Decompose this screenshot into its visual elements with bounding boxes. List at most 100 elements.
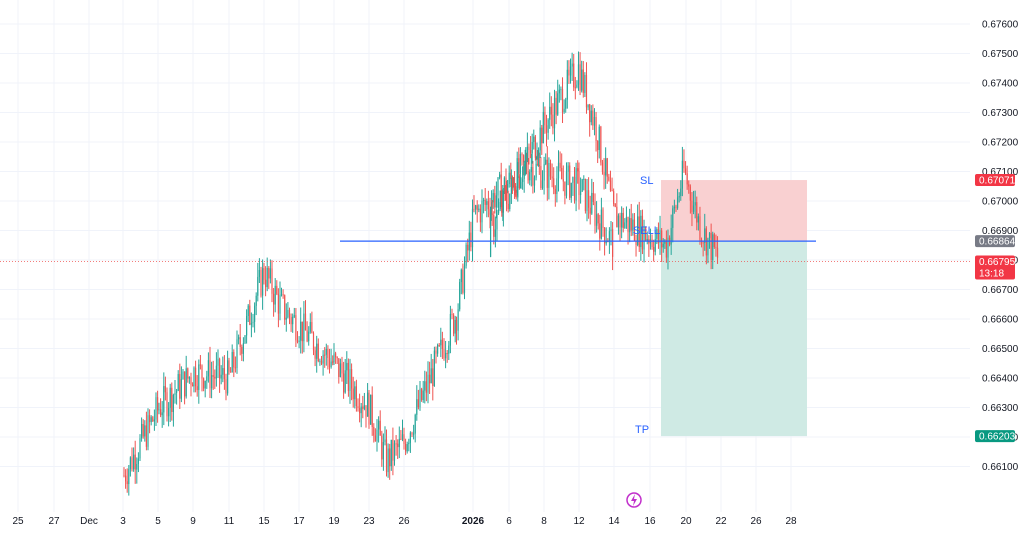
candle-body <box>497 209 500 214</box>
candle-body <box>462 269 464 293</box>
candle-body <box>536 155 538 158</box>
candle-body <box>501 202 503 213</box>
candle-body <box>584 75 586 93</box>
candle-body <box>598 126 600 151</box>
candle-body <box>387 448 389 473</box>
x-tick-label: 27 <box>48 516 60 527</box>
candle-body <box>432 368 434 387</box>
candle-body <box>603 171 605 176</box>
candle-body <box>500 174 502 207</box>
candle-body <box>290 317 292 325</box>
candle-body <box>158 409 160 411</box>
candle-body <box>277 293 279 314</box>
x-tick-label: 16 <box>644 516 656 527</box>
y-tick-label: 0.67000 <box>982 197 1019 208</box>
candle-body <box>576 84 578 88</box>
candle-body <box>483 199 485 201</box>
candle-body <box>233 352 235 368</box>
candle-body <box>287 309 289 318</box>
candle-body <box>198 364 200 391</box>
candle-body <box>219 358 221 379</box>
candle-body <box>627 216 629 233</box>
candle-body <box>676 197 679 208</box>
candle-body <box>187 368 189 379</box>
candle-body <box>499 174 501 178</box>
candle-body <box>491 213 493 215</box>
candle-body <box>600 126 602 163</box>
risk-zone[interactable] <box>661 180 807 242</box>
candle-body <box>227 360 229 394</box>
candle-body <box>179 374 181 399</box>
candle-body <box>704 228 706 243</box>
candle-body <box>343 373 345 393</box>
candle-body <box>285 317 287 320</box>
candle-body <box>592 192 594 202</box>
candle-body <box>280 294 283 296</box>
candle-body <box>459 282 461 310</box>
candle-body <box>599 223 601 239</box>
reward-zone[interactable] <box>661 241 807 437</box>
tp-price-text: 0.66203 <box>979 432 1016 443</box>
candle-body <box>223 368 225 380</box>
candle-body <box>494 229 496 237</box>
candle-body <box>630 218 632 231</box>
sell-label: SELL <box>633 225 660 237</box>
candle-body <box>137 458 139 464</box>
x-tick-label: 26 <box>750 516 762 527</box>
candle-body <box>571 63 573 67</box>
candle-body <box>316 343 318 359</box>
y-tick-label: 0.67600 <box>982 20 1019 31</box>
candle-body <box>565 171 568 196</box>
candle-body <box>640 215 642 248</box>
candle-body <box>696 202 698 223</box>
candle-body <box>593 117 596 126</box>
candle-body <box>390 439 392 467</box>
candle-body <box>217 358 219 366</box>
candle-body <box>222 368 224 375</box>
candle-body <box>371 394 373 427</box>
candle-body <box>558 89 560 94</box>
candle-body <box>145 425 147 447</box>
candle-body <box>534 136 536 158</box>
candle-body <box>513 183 516 195</box>
candle-body <box>641 215 644 250</box>
candle-body <box>322 354 324 364</box>
x-tick-label: 22 <box>715 516 727 527</box>
candle-body <box>597 140 599 151</box>
candle-body <box>320 360 323 364</box>
candle-body <box>614 203 616 207</box>
candle-body <box>537 150 540 156</box>
candle-body <box>215 365 217 379</box>
candle-body <box>435 350 437 354</box>
candle-body <box>617 215 620 228</box>
candle-body <box>494 193 496 208</box>
candle-body <box>545 159 547 165</box>
candle-body <box>332 361 334 363</box>
candle-body <box>424 381 426 391</box>
candle-body <box>134 454 136 470</box>
candle-body <box>180 379 182 399</box>
candle-body <box>155 397 157 420</box>
candle-body <box>600 209 602 239</box>
time-axis[interactable]: 25 27 Dec 3 5 9 11 15 17 19 23 26 2026 6 8 12 14 16 20 22 26… <box>12 516 797 527</box>
candle-body <box>589 207 591 214</box>
candle-body <box>545 125 548 133</box>
candle-body <box>247 305 249 317</box>
candle-body <box>586 190 588 212</box>
candle-body <box>551 176 553 179</box>
candle-body <box>467 244 469 251</box>
candle-body <box>542 111 544 144</box>
candle-body <box>529 172 531 181</box>
candle-body <box>554 189 556 194</box>
candle-body <box>125 475 127 482</box>
candle-body <box>403 434 405 444</box>
candle-body <box>395 443 397 445</box>
price-badges: 0.67071 0.66864 0.66795 13:18 0.66203 <box>975 174 1016 443</box>
candle-body <box>557 93 559 115</box>
y-tick-label: 0.66500 <box>982 344 1019 355</box>
candle-body <box>427 374 429 393</box>
lightning-circle-icon[interactable] <box>626 492 642 508</box>
candle-body <box>560 89 562 91</box>
candle-body <box>453 314 455 334</box>
